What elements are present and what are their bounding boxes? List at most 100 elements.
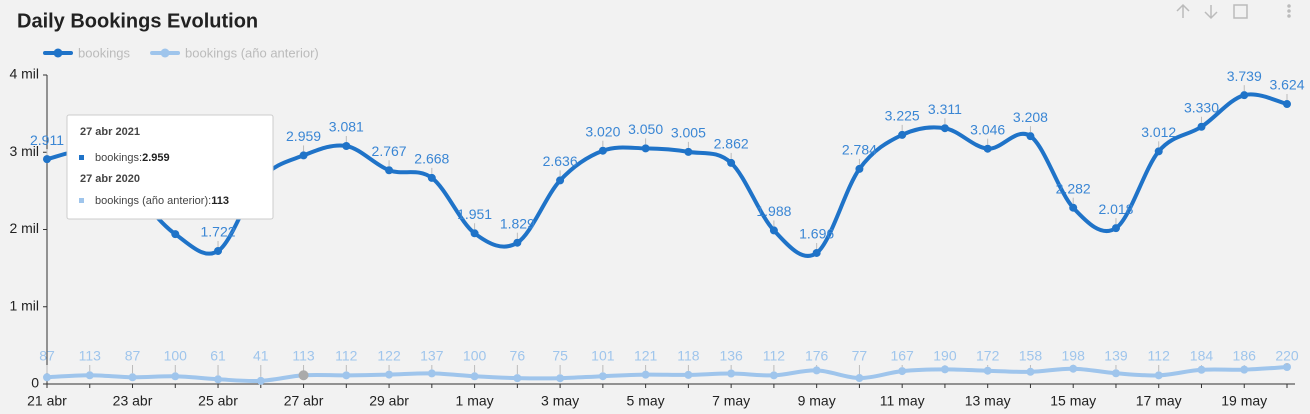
- data-label: 2.668: [414, 151, 449, 167]
- data-point: [214, 246, 223, 255]
- data-label: 2.784: [842, 142, 877, 158]
- data-point: [1154, 147, 1163, 156]
- data-label: 3.208: [1013, 109, 1048, 125]
- tooltip-value: 113: [211, 195, 229, 207]
- tooltip-box: [66, 114, 274, 220]
- data-point: [342, 371, 351, 380]
- data-label: 198: [1062, 348, 1086, 364]
- data-point: [598, 146, 607, 155]
- tooltip-date: 27 abr 2020: [80, 173, 140, 185]
- data-point: [1197, 122, 1206, 131]
- data-point: [940, 365, 949, 374]
- data-label: 100: [164, 348, 188, 364]
- data-point: [684, 370, 693, 379]
- data-label: 118: [677, 348, 700, 364]
- y-tick-label: 2 mil: [9, 220, 39, 236]
- data-point: [983, 144, 992, 153]
- data-point: [769, 371, 778, 380]
- x-tick-label: 23 abr: [113, 393, 153, 409]
- data-label: 3.020: [585, 123, 620, 139]
- hover-point: [298, 370, 309, 381]
- data-point: [385, 166, 394, 175]
- data-label: 101: [591, 348, 615, 364]
- data-point: [684, 147, 693, 156]
- data-label: 113: [79, 348, 102, 364]
- data-point: [556, 176, 565, 185]
- data-label: 2.282: [1056, 180, 1091, 196]
- data-point: [342, 141, 351, 150]
- tooltip-label: bookings:: [95, 152, 142, 164]
- data-label: 3.046: [970, 121, 1005, 137]
- data-point: [641, 370, 650, 379]
- data-label: 76: [510, 348, 526, 364]
- data-label: 3.005: [671, 125, 706, 141]
- data-label: 87: [39, 348, 55, 364]
- x-tick-label: 19 may: [1221, 393, 1267, 409]
- data-point: [983, 366, 992, 375]
- data-point: [427, 173, 436, 182]
- data-label: 1.829: [500, 215, 535, 231]
- data-label: 87: [125, 348, 141, 364]
- data-point: [1026, 367, 1035, 376]
- series-line: [46, 365, 1288, 383]
- data-point: [171, 372, 180, 381]
- data-label: 167: [890, 348, 914, 364]
- data-label: 139: [1104, 348, 1128, 364]
- data-label: 122: [377, 348, 401, 364]
- data-point: [855, 374, 864, 383]
- data-label: 220: [1275, 348, 1299, 364]
- data-point: [1069, 364, 1078, 373]
- data-point: [727, 158, 736, 167]
- data-label: 158: [1019, 348, 1043, 364]
- data-point: [1111, 369, 1120, 378]
- data-label: 186: [1233, 348, 1257, 364]
- toolbar[interactable]: [1176, 3, 1291, 20]
- x-tick-label: 5 may: [627, 393, 665, 409]
- data-label: 2.767: [372, 143, 407, 159]
- data-point: [513, 374, 522, 383]
- data-point: [1111, 224, 1120, 233]
- data-point: [1240, 365, 1249, 374]
- y-tick-label: 0: [31, 375, 39, 391]
- x-tick-label: 3 may: [541, 393, 579, 409]
- data-point: [1283, 100, 1291, 109]
- data-label: 113: [292, 348, 315, 364]
- y-tick-label: 3 mil: [9, 143, 39, 159]
- tooltip-swatch: [79, 198, 84, 203]
- data-label: 3.225: [885, 108, 920, 124]
- data-label: 112: [1148, 348, 1171, 364]
- data-label: 3.624: [1269, 77, 1304, 93]
- data-point: [855, 164, 864, 173]
- data-point: [769, 226, 778, 235]
- data-label: 2.911: [30, 132, 64, 148]
- data-label: 41: [253, 348, 269, 364]
- data-label: 3.311: [928, 101, 962, 117]
- data-label: 3.050: [628, 121, 663, 137]
- data-point: [470, 372, 479, 381]
- data-point: [171, 230, 180, 239]
- data-point: [299, 151, 308, 160]
- data-label: 1.951: [457, 206, 492, 222]
- data-label: 112: [335, 348, 358, 364]
- data-label: 136: [719, 348, 743, 364]
- data-label: 1.988: [756, 203, 791, 219]
- data-label: 1.696: [799, 226, 834, 242]
- data-point: [598, 372, 607, 381]
- data-label: 190: [933, 348, 957, 364]
- data-label: 2.959: [286, 128, 321, 144]
- data-point: [214, 375, 223, 384]
- data-point: [1197, 365, 1206, 374]
- data-label: 3.012: [1141, 124, 1176, 140]
- data-point: [898, 367, 907, 376]
- data-point: [1154, 371, 1163, 380]
- chart-title: Daily Bookings Evolution: [17, 10, 258, 32]
- data-point: [1026, 132, 1035, 141]
- data-point: [1069, 203, 1078, 212]
- data-point: [470, 229, 479, 238]
- legend-dot: [53, 48, 63, 58]
- data-point: [727, 369, 736, 378]
- data-point: [556, 374, 565, 383]
- data-point: [256, 376, 265, 385]
